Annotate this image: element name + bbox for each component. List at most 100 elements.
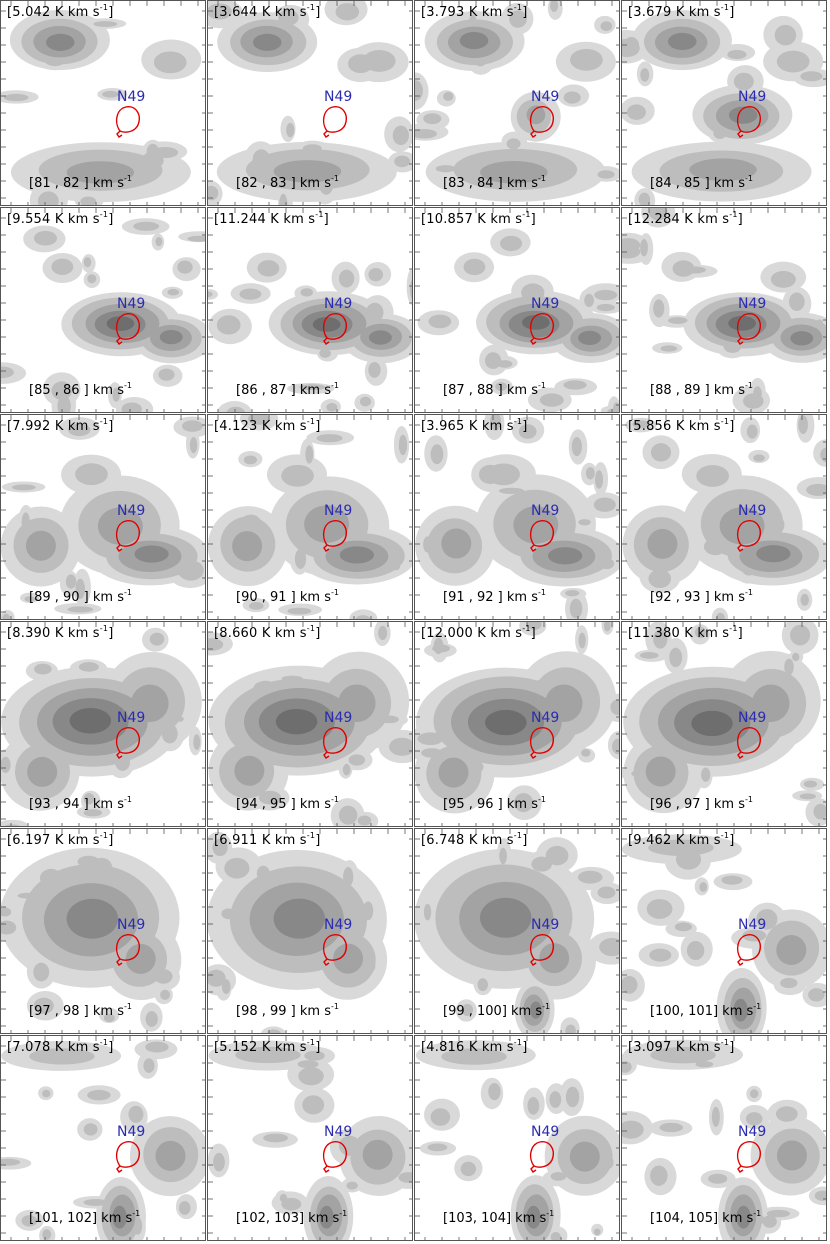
contour-level bbox=[780, 977, 798, 989]
contour-level bbox=[189, 436, 198, 454]
n49-bubble-outline bbox=[529, 106, 554, 138]
peak-unit: K km s bbox=[675, 833, 721, 848]
velocity-range-value: [102, 103] bbox=[236, 1211, 309, 1226]
contour-level bbox=[226, 406, 246, 412]
peak-value: [9.554 bbox=[7, 212, 55, 227]
contour-level bbox=[681, 266, 706, 274]
velocity-unit-exponent: -1 bbox=[546, 1209, 555, 1218]
contour-level bbox=[622, 1061, 632, 1073]
peak-close-bracket: ] bbox=[108, 626, 114, 641]
intensity-contour-map bbox=[1, 1036, 205, 1240]
contour-level bbox=[696, 465, 729, 487]
velocity-range-label: [81 , 82 ] km s-1 bbox=[29, 174, 132, 191]
peak-unit: K km s bbox=[261, 419, 307, 434]
peak-unit-exponent: -1 bbox=[99, 1038, 109, 1047]
peak-value: [11.380 bbox=[628, 626, 685, 641]
contour-level bbox=[650, 1165, 668, 1186]
peak-unit: K km s bbox=[675, 5, 721, 20]
contour-level bbox=[239, 288, 262, 300]
peak-intensity-label: [3.793 K km s-1] bbox=[421, 3, 527, 20]
peak-close-bracket: ] bbox=[737, 212, 743, 227]
velocity-unit-exponent: -1 bbox=[331, 588, 339, 597]
contour-level bbox=[530, 1001, 542, 1019]
n49-source-label: N49 bbox=[117, 710, 146, 726]
contour-level bbox=[87, 274, 97, 284]
intensity-contour-map bbox=[622, 1036, 826, 1240]
intensity-contour-map bbox=[622, 415, 826, 619]
peak-unit-exponent: -1 bbox=[306, 831, 316, 840]
intensity-contour-map bbox=[208, 622, 412, 826]
peak-unit: K km s bbox=[261, 833, 307, 848]
peak-intensity-label: [11.380 K km s-1] bbox=[628, 624, 743, 641]
contour-level bbox=[133, 1217, 143, 1235]
peak-close-bracket: ] bbox=[315, 419, 321, 434]
contour-level bbox=[342, 763, 351, 776]
velocity-range-label: [83 , 84 ] km s-1 bbox=[443, 174, 546, 191]
velocity-range-value: [96 , 97 ] bbox=[650, 797, 714, 812]
contour-level bbox=[1, 819, 29, 826]
intensity-contour-map bbox=[415, 208, 619, 412]
peak-intensity-label: [11.244 K km s-1] bbox=[214, 210, 329, 227]
contour-level bbox=[33, 962, 50, 982]
contour-level bbox=[753, 386, 762, 401]
contour-level bbox=[252, 33, 282, 51]
channel-panel: [12.284 K km s-1] N49 [88 , 89 ] km s-1 bbox=[621, 207, 827, 413]
contour-level bbox=[338, 269, 355, 288]
velocity-range-value: [91 , 92 ] bbox=[443, 590, 507, 605]
contour-level bbox=[181, 420, 203, 432]
peak-value: [5.152 bbox=[214, 1040, 262, 1055]
contour-level bbox=[217, 401, 252, 412]
contour-level bbox=[298, 1067, 324, 1086]
contour-level bbox=[379, 715, 399, 724]
velocity-unit: km s bbox=[299, 797, 331, 812]
channel-panel: [6.911 K km s-1] N49 [98 , 99 ] km s-1 bbox=[207, 828, 413, 1034]
contour-level bbox=[513, 793, 534, 813]
velocity-range-label: [104, 105] km s-1 bbox=[650, 1209, 761, 1226]
contour-level bbox=[653, 299, 665, 318]
contour-level bbox=[1, 366, 14, 379]
contour-level bbox=[333, 943, 364, 974]
channel-panel: [6.748 K km s-1] N49 [99 , 100] km s-1 bbox=[414, 828, 620, 1034]
peak-unit: K km s bbox=[54, 5, 100, 20]
contour-level bbox=[338, 1135, 361, 1156]
velocity-unit-exponent: -1 bbox=[124, 1002, 132, 1011]
contour-level bbox=[808, 988, 825, 1002]
velocity-unit: km s bbox=[92, 797, 124, 812]
velocity-unit: km s bbox=[101, 1211, 133, 1226]
contour-level bbox=[806, 483, 826, 496]
contour-level bbox=[594, 470, 604, 489]
contour-level bbox=[338, 684, 376, 723]
contour-level bbox=[597, 170, 615, 179]
contour-level bbox=[256, 865, 270, 882]
contour-level bbox=[599, 938, 619, 957]
peak-value: [4.816 bbox=[421, 1040, 469, 1055]
contour-level bbox=[653, 629, 668, 649]
peak-unit: K km s bbox=[675, 419, 721, 434]
intensity-contour-map bbox=[415, 829, 619, 1033]
contour-level bbox=[506, 138, 521, 150]
intensity-contour-map bbox=[415, 1036, 619, 1240]
contour-level bbox=[423, 903, 432, 921]
contour-level bbox=[752, 684, 790, 722]
contour-level bbox=[417, 732, 444, 746]
peak-unit: K km s bbox=[468, 419, 514, 434]
velocity-unit: km s bbox=[92, 590, 124, 605]
contour-level bbox=[596, 303, 615, 312]
n49-source-label: N49 bbox=[117, 503, 146, 519]
contour-level bbox=[723, 339, 742, 353]
contour-level bbox=[112, 1205, 127, 1229]
contour-level bbox=[224, 857, 250, 879]
contour-level bbox=[645, 756, 676, 787]
contour-level bbox=[790, 331, 814, 346]
contour-level bbox=[177, 260, 193, 274]
contour-level bbox=[17, 892, 37, 899]
contour-level bbox=[155, 1140, 186, 1171]
velocity-range-value: [87 , 88 ] bbox=[443, 383, 507, 398]
contour-level bbox=[398, 1172, 412, 1183]
contour-level bbox=[45, 33, 75, 51]
contour-level bbox=[257, 260, 280, 277]
velocity-range-label: [94 , 95 ] km s-1 bbox=[236, 795, 339, 812]
contour-level bbox=[235, 1046, 301, 1064]
contour-level bbox=[593, 497, 616, 512]
peak-value: [3.793 bbox=[421, 5, 469, 20]
